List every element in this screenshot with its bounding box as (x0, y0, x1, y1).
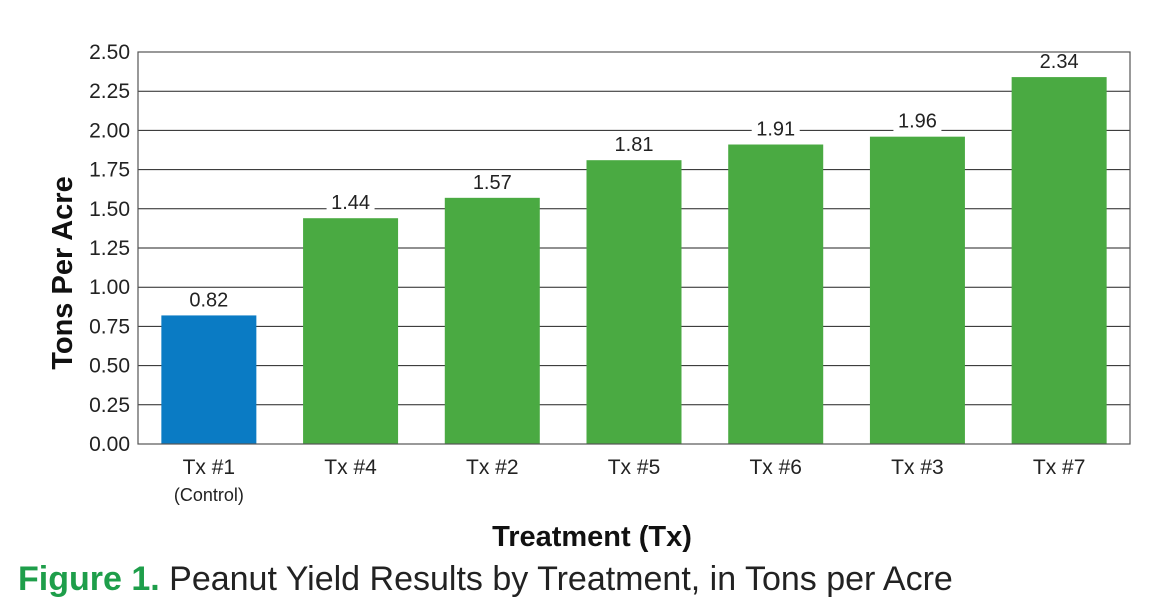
data-label: 1.57 (473, 172, 512, 194)
data-label: 1.96 (898, 111, 937, 133)
data-label-bg (1035, 50, 1084, 73)
x-tick-sublabel: (Control) (174, 485, 244, 505)
y-tick-label: 1.75 (89, 159, 130, 182)
x-tick-label: Tx #6 (749, 456, 802, 479)
y-tick-label: 2.00 (89, 119, 130, 142)
data-label-bg (326, 191, 375, 214)
x-tick-label: Tx #1 (183, 456, 236, 479)
y-tick-label: 1.25 (89, 237, 130, 260)
y-tick-label: 2.50 (89, 41, 130, 64)
bar-chart: 0.00 0.25 0.50 0.75 1.00 1.25 1.50 1.75 2.00 2.25… (47, 41, 1131, 553)
x-tick-label: Tx #4 (324, 456, 377, 479)
plot-frame (137, 51, 1131, 445)
figure-caption: Figure 1. Peanut Yield Results by Treatm… (18, 560, 953, 599)
labels: 0.00 0.25 0.50 0.75 1.00 1.25 1.50 1.75 2.00 2.25… (89, 41, 1085, 505)
data-label-bg (468, 170, 517, 193)
bar (303, 218, 399, 444)
x-tick-label: Tx #7 (1033, 456, 1086, 479)
y-tick-label: 0.75 (89, 315, 130, 338)
x-tick-label: Tx #2 (466, 456, 519, 479)
data-label-bg (893, 109, 942, 132)
bar (1011, 77, 1107, 444)
data-label: 0.82 (189, 289, 228, 311)
data-label-bg (751, 117, 800, 140)
y-tick-label: 0.50 (89, 355, 130, 378)
x-tick-label: Tx #5 (608, 456, 661, 479)
bar (869, 136, 965, 444)
bars (161, 50, 1107, 444)
data-label: 2.34 (1040, 51, 1079, 73)
y-tick-label: 2.25 (89, 80, 130, 103)
y-tick-label: 0.25 (89, 394, 130, 417)
bar (444, 197, 540, 444)
y-tick-label: 1.00 (89, 276, 130, 299)
y-tick-label: 1.50 (89, 198, 130, 221)
y-tick-label: 0.00 (89, 433, 130, 456)
figure-caption-text: Peanut Yield Results by Treatment, in To… (159, 560, 953, 598)
bar (161, 315, 257, 444)
data-label: 1.81 (615, 134, 654, 156)
data-label-bg (610, 133, 658, 156)
bar (728, 144, 824, 444)
bar (586, 160, 682, 444)
data-label-bg (184, 288, 233, 311)
data-label: 1.44 (331, 192, 370, 214)
x-axis-title: Treatment (Tx) (492, 521, 692, 553)
data-label: 1.91 (756, 119, 795, 141)
figure-number: Figure 1. (18, 560, 160, 598)
y-axis-title: Tons Per Acre (47, 176, 79, 369)
x-tick-label: Tx #3 (891, 456, 944, 479)
